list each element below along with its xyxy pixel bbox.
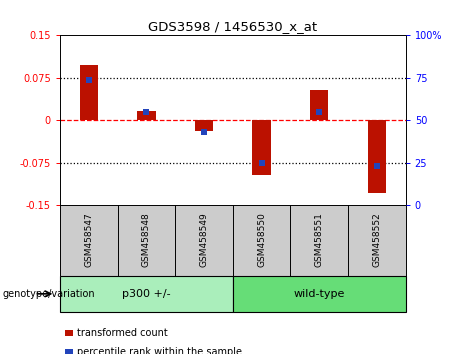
Bar bbox=[65, 349, 73, 354]
Text: p300 +/-: p300 +/- bbox=[122, 289, 171, 299]
Bar bbox=[65, 330, 73, 336]
Text: wild-type: wild-type bbox=[294, 289, 345, 299]
Bar bbox=[60, 276, 233, 312]
Bar bbox=[233, 276, 406, 312]
Title: GDS3598 / 1456530_x_at: GDS3598 / 1456530_x_at bbox=[148, 20, 317, 33]
Text: GSM458548: GSM458548 bbox=[142, 212, 151, 267]
Text: GSM458551: GSM458551 bbox=[315, 212, 324, 267]
Bar bbox=[252, 120, 271, 175]
Text: genotype/variation: genotype/variation bbox=[2, 289, 95, 299]
Text: GSM458552: GSM458552 bbox=[372, 212, 381, 267]
Bar bbox=[137, 111, 156, 120]
Text: GSM458550: GSM458550 bbox=[257, 212, 266, 267]
Bar bbox=[195, 120, 213, 131]
Bar bbox=[79, 65, 98, 120]
Bar bbox=[310, 90, 328, 120]
Text: percentile rank within the sample: percentile rank within the sample bbox=[77, 347, 242, 354]
Text: GSM458547: GSM458547 bbox=[84, 212, 93, 267]
Text: GSM458549: GSM458549 bbox=[200, 212, 208, 267]
Text: transformed count: transformed count bbox=[77, 328, 168, 338]
Bar bbox=[368, 120, 386, 193]
